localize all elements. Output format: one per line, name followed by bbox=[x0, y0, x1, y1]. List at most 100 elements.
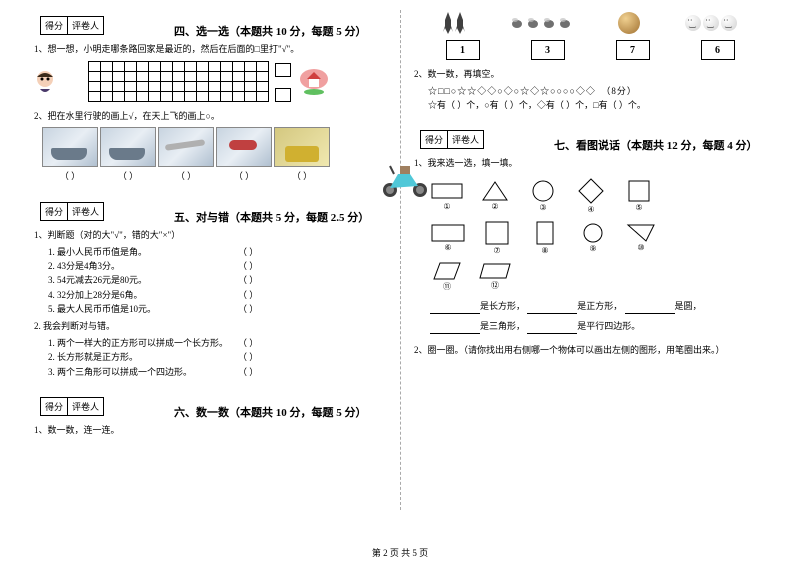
shape-count-line: ☆有（ ）个，○有（ ）个，◇有（ ）个，□有（ ）个。 bbox=[428, 98, 770, 112]
fill-text: 是长方形， bbox=[480, 301, 525, 311]
blank: （ ） bbox=[274, 169, 330, 182]
answer-box bbox=[275, 63, 291, 77]
score-label: 得分 bbox=[41, 203, 68, 220]
page-footer: 第 2 页 共 5 页 bbox=[0, 546, 800, 559]
stmt: 3. 54元减去26元是80元。 bbox=[48, 273, 238, 287]
grader-label: 评卷人 bbox=[68, 203, 103, 220]
judge-item: 1. 最小人民币币值是角。（ ） bbox=[48, 245, 390, 259]
count-answer-boxes: 1 3 7 6 bbox=[420, 40, 760, 60]
ferry-img bbox=[100, 127, 156, 167]
rectangle-shape bbox=[535, 220, 555, 246]
grader-label: 评卷人 bbox=[68, 17, 103, 34]
triangle-shape bbox=[626, 223, 656, 243]
blank bbox=[527, 323, 577, 334]
bee-icon bbox=[558, 16, 572, 30]
stmt: 2. 长方形就是正方形。 bbox=[48, 350, 238, 364]
sec5-q1: 1、判断题（对的大"√"，错的大"×"） bbox=[34, 229, 390, 243]
stmt: 1. 最小人民币币值是角。 bbox=[48, 245, 238, 259]
stmt: 3. 两个三角形可以拼成一个四边形。 bbox=[48, 365, 238, 379]
blank: （ ） bbox=[42, 169, 98, 182]
rectangle-shape bbox=[430, 223, 466, 243]
paren: （ ） bbox=[238, 350, 278, 364]
helicopter-img bbox=[216, 127, 272, 167]
plane-img bbox=[158, 127, 214, 167]
section-7-title: 七、看图说话（本题共 12 分，每题 4 分） bbox=[554, 137, 758, 153]
sec4-q2: 2、把在水里行驶的画上√，在天上飞的画上○。 bbox=[34, 110, 390, 124]
shape-label: ⑦ bbox=[480, 246, 514, 255]
stmt: 2. 43分是4角3分。 bbox=[48, 259, 238, 273]
left-column: 得分 评卷人 四、选一选（本题共 10 分，每题 5 分） 1、想一想，小明走哪… bbox=[20, 10, 400, 530]
bee-icon bbox=[526, 16, 540, 30]
sec5-q2: 2. 我会判断对与错。 bbox=[34, 320, 390, 334]
fill-text: 是三角形， bbox=[480, 321, 525, 331]
shape-symbols-line: ☆□□○☆☆◇◇○◇○☆◇☆○○○○◇◇ （8分） bbox=[428, 84, 770, 98]
blank bbox=[527, 303, 577, 314]
basketball-icon bbox=[618, 12, 640, 34]
sec4-q1: 1、想一想，小明走哪条路回家是最近的，然后在后面的□里打"√"。 bbox=[34, 43, 390, 57]
path-grid bbox=[88, 61, 269, 102]
grader-label: 评卷人 bbox=[448, 131, 483, 148]
bee-icon bbox=[542, 16, 556, 30]
shape-label: ⑤ bbox=[622, 203, 656, 212]
shape-label: ⑪ bbox=[430, 281, 464, 292]
sec6-q1: 1、数一数，连一连。 bbox=[34, 424, 390, 438]
answer-box: 7 bbox=[616, 40, 650, 60]
blank: （ ） bbox=[158, 169, 214, 182]
section-4-title: 四、选一选（本题共 10 分，每题 5 分） bbox=[174, 23, 367, 39]
fill-line-1: 是长方形， 是正方形， 是圆， bbox=[430, 298, 770, 314]
judge-item: 3. 54元减去26元是80元。（ ） bbox=[48, 273, 390, 287]
rocket-icon bbox=[455, 12, 465, 34]
bees-group bbox=[510, 16, 572, 30]
sec7-q2: 2、圈一圈。（请你找出用右侧哪一个物体可以画出左侧的图形，用笔圈出来。） bbox=[414, 344, 770, 358]
shape-label: ③ bbox=[526, 203, 560, 212]
paren: （ ） bbox=[238, 336, 278, 350]
blank: （ ） bbox=[216, 169, 272, 182]
circle-shape bbox=[531, 179, 555, 203]
sec6-q2: 2、数一数，再填空。 bbox=[414, 68, 770, 82]
blank bbox=[430, 323, 480, 334]
parallelogram-shape bbox=[478, 262, 512, 280]
paren: （ ） bbox=[238, 302, 278, 316]
stmt: 1. 两个一样大的正方形可以拼成一个长方形。 bbox=[48, 336, 238, 350]
answer-box bbox=[275, 88, 291, 102]
score-box-4: 得分 评卷人 bbox=[40, 16, 104, 35]
smiley-icon bbox=[721, 15, 737, 31]
section-5-title: 五、对与错（本题共 5 分，每题 2.5 分） bbox=[174, 209, 369, 225]
judge-item: 4. 32分加上28分是6角。（ ） bbox=[48, 288, 390, 302]
blank bbox=[625, 303, 675, 314]
boy-icon bbox=[30, 67, 60, 97]
shape-label: ② bbox=[478, 202, 512, 211]
right-column: 1 3 7 6 2、数一数，再填空。 ☆□□○☆☆◇◇○◇○☆◇☆○○○○◇◇ … bbox=[400, 10, 780, 530]
blank: （ ） bbox=[100, 169, 156, 182]
fill-text: 是圆， bbox=[675, 301, 702, 311]
square-shape bbox=[484, 220, 510, 246]
rectangle-shape bbox=[430, 180, 464, 202]
fill-line-2: 是三角形， 是平行四边形。 bbox=[430, 318, 770, 334]
shape-label: ⑥ bbox=[431, 243, 465, 252]
shape-label: ④ bbox=[574, 205, 608, 214]
bee-icon bbox=[510, 16, 524, 30]
diamond-shape bbox=[577, 177, 605, 205]
judge-item: 2. 长方形就是正方形。（ ） bbox=[48, 350, 390, 364]
judge-item: 2. 43分是4角3分。（ ） bbox=[48, 259, 390, 273]
fill-text: 是正方形， bbox=[577, 301, 622, 311]
judge-item: 3. 两个三角形可以拼成一个四边形。（ ） bbox=[48, 365, 390, 379]
smileys-group bbox=[685, 15, 737, 31]
score-label: 得分 bbox=[421, 131, 448, 148]
score-box-6: 得分 评卷人 bbox=[40, 397, 104, 416]
stmt: 4. 32分加上28分是6角。 bbox=[48, 288, 238, 302]
answer-box: 6 bbox=[701, 40, 735, 60]
paren: （ ） bbox=[238, 273, 278, 287]
judge-item: 1. 两个一样大的正方形可以拼成一个长方形。（ ） bbox=[48, 336, 390, 350]
roller-img bbox=[274, 127, 330, 167]
stmt: 5. 最大人民币币值是10元。 bbox=[48, 302, 238, 316]
square-shape bbox=[627, 179, 651, 203]
section-6-title: 六、数一数（本题共 10 分，每题 5 分） bbox=[174, 404, 367, 420]
score-box-7: 得分 评卷人 bbox=[420, 130, 484, 149]
parallelogram-shape bbox=[432, 261, 462, 281]
rocket-icon bbox=[443, 12, 453, 34]
sec7-q1: 1、我来选一选，填一填。 bbox=[414, 157, 770, 171]
score-label: 得分 bbox=[41, 398, 68, 415]
fill-text: 是平行四边形。 bbox=[577, 321, 640, 331]
blank bbox=[430, 303, 480, 314]
